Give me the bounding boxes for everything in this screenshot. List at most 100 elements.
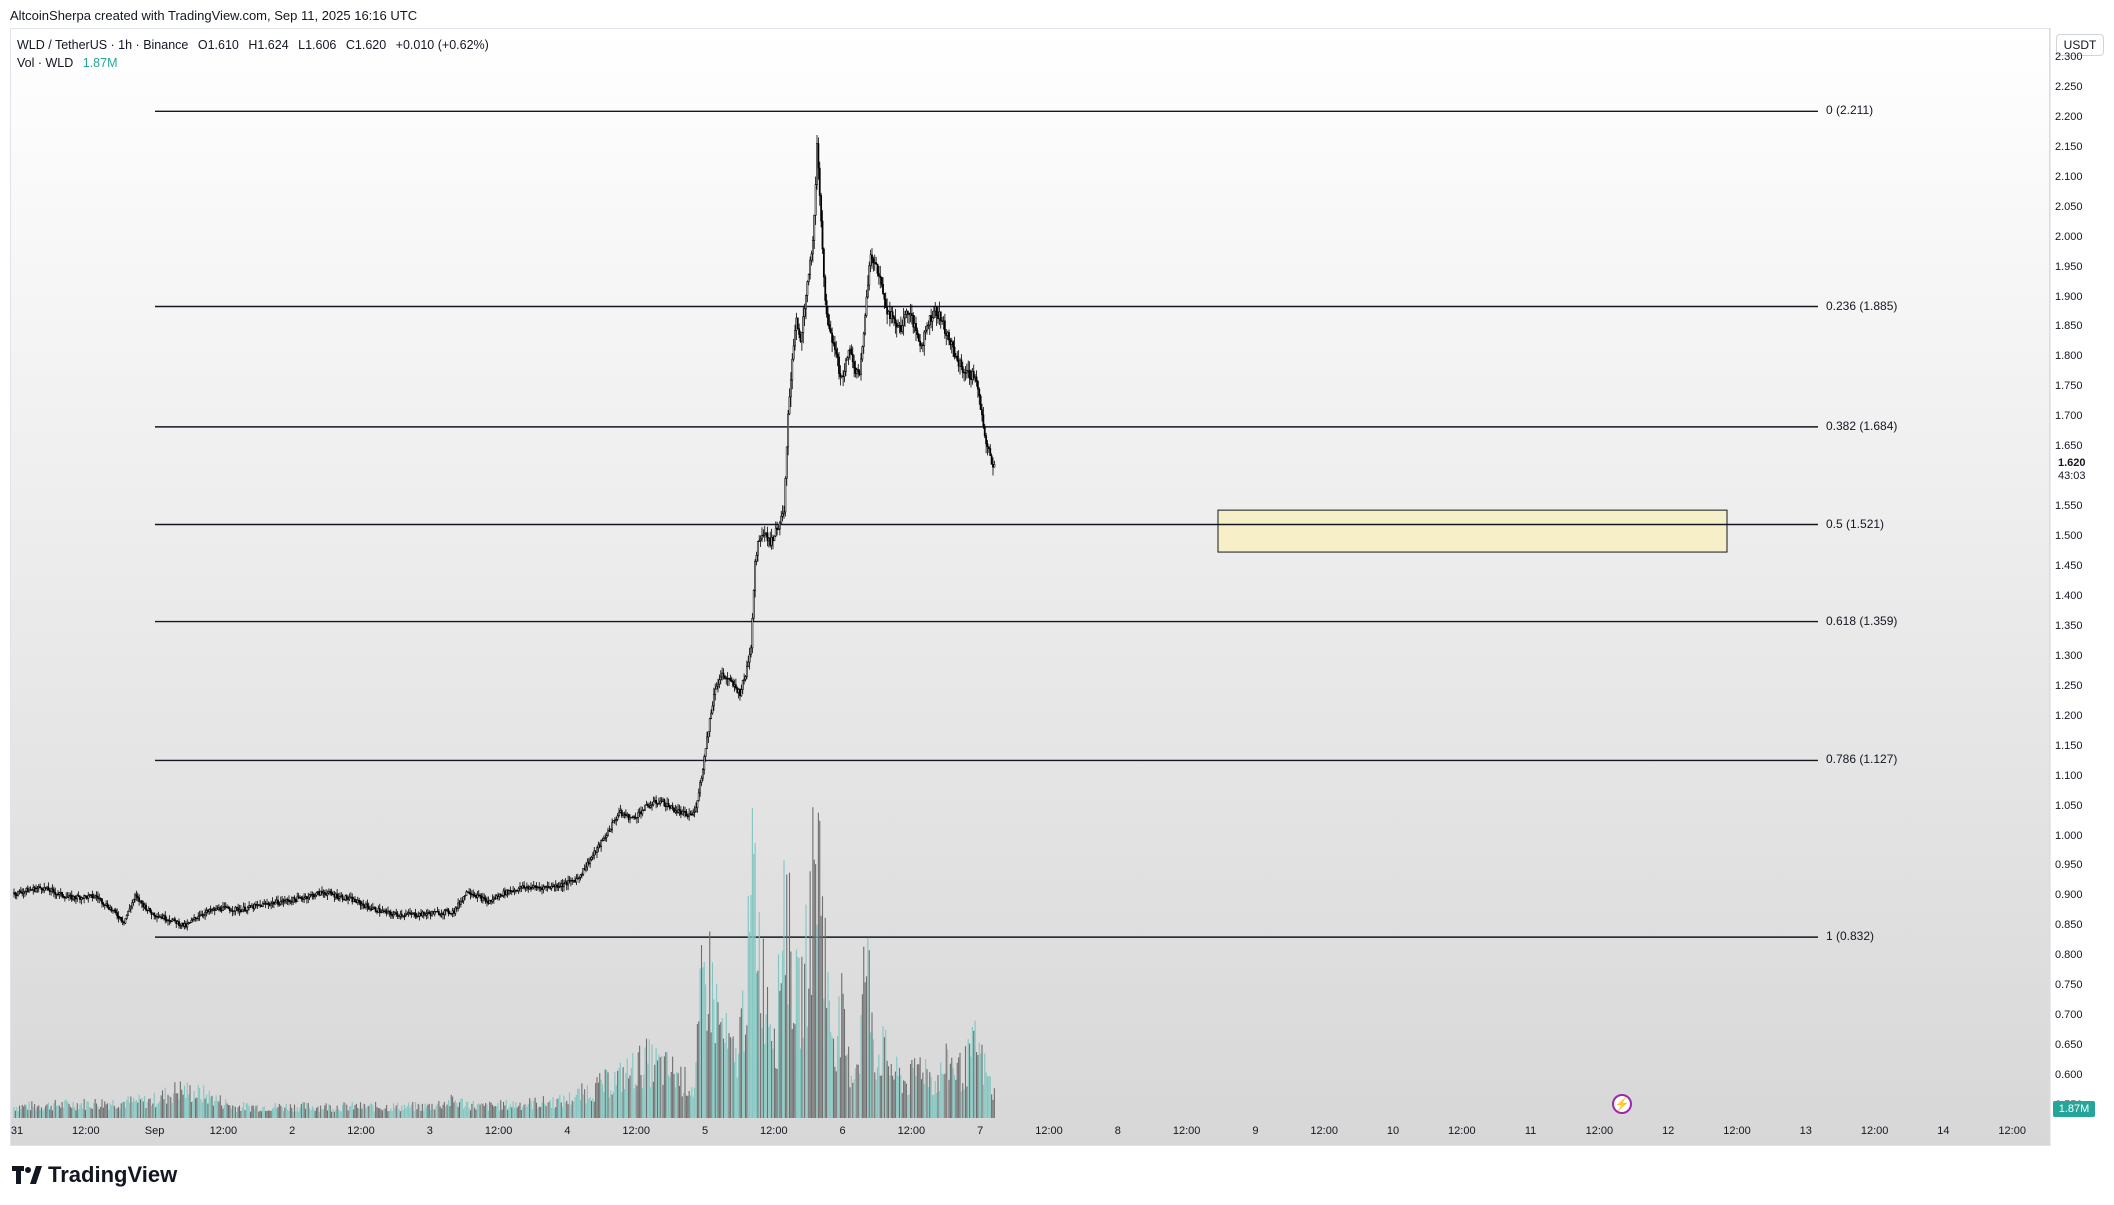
volume-bar (821, 896, 824, 1118)
candle-down (376, 910, 378, 913)
volume-bar (549, 1100, 551, 1118)
volume-bar (717, 1002, 719, 1118)
legend-volume-label[interactable]: Vol · WLD (17, 56, 74, 70)
lightning-icon[interactable]: ⚡ (1612, 1094, 1632, 1114)
candle-down (19, 890, 22, 893)
volume-bar (89, 1107, 91, 1118)
volume-bar (387, 1111, 389, 1118)
volume-bar (463, 1108, 465, 1118)
candle-down (101, 898, 103, 904)
volume-bar (508, 1107, 510, 1118)
candle-down (516, 890, 519, 892)
volume-bar (186, 1082, 188, 1118)
volume-bar (170, 1097, 172, 1118)
candle-up (457, 902, 460, 909)
volume-bar (890, 1063, 892, 1118)
candle-down (941, 320, 944, 322)
candle-up (653, 799, 656, 803)
volume-bar (479, 1104, 481, 1118)
candle-down (178, 921, 180, 926)
volume-bar (475, 1109, 477, 1118)
candle-up (285, 899, 288, 902)
currency-selector[interactable]: USDT (2056, 34, 2104, 56)
volume-bar (648, 1039, 650, 1118)
legend-symbol[interactable]: WLD / TetherUS · 1h · Binance (17, 38, 189, 52)
volume-bar (193, 1091, 195, 1118)
candle-up (638, 811, 641, 814)
candle-up (256, 904, 259, 906)
volume-bar (812, 807, 814, 1118)
tradingview-brand-text: TradingView (48, 1162, 178, 1187)
volume-bar (221, 1105, 223, 1118)
volume-bar (36, 1106, 38, 1118)
volume-bar (406, 1106, 408, 1118)
volume-bar (124, 1107, 126, 1118)
volume-bar (438, 1101, 440, 1118)
candle-down (503, 890, 506, 896)
time-tick-label: 12:00 (72, 1125, 100, 1137)
candle-up (131, 902, 134, 908)
candle-down (15, 894, 18, 896)
volume-bar (251, 1105, 253, 1118)
volume-bar (190, 1102, 192, 1118)
volume-bar (940, 1062, 942, 1118)
volume-bar (919, 1057, 921, 1118)
candle-down (822, 248, 825, 278)
candle-up (873, 262, 876, 264)
candle-down (675, 810, 678, 813)
candle-down (290, 900, 293, 903)
candle-up (241, 909, 244, 913)
candle-up (864, 315, 867, 334)
candle-up (791, 358, 794, 381)
volume-bar (379, 1108, 381, 1118)
time-tick-label: 31 (10, 1125, 24, 1137)
volume-bar (782, 950, 784, 1118)
candle-down (323, 892, 326, 895)
price-tick-label: 1.200 (2055, 709, 2083, 722)
candle-down (268, 904, 271, 906)
volume-bar (538, 1106, 540, 1118)
candle-up (517, 888, 520, 892)
candle-down (943, 320, 946, 334)
chart-area[interactable] (10, 28, 2050, 1146)
candle-up (708, 718, 711, 733)
volume-bar (108, 1109, 110, 1118)
volume-bar (340, 1111, 342, 1118)
candle-up (814, 184, 817, 216)
candle-up (46, 886, 48, 889)
volume-bar (562, 1107, 564, 1118)
time-tick-label: 12:00 (484, 1125, 513, 1137)
candle-up (959, 359, 961, 367)
volume-bar (916, 1064, 918, 1118)
candle-down (165, 919, 168, 922)
volume-bar (542, 1096, 544, 1118)
candle-down (527, 886, 530, 890)
volume-bar (439, 1106, 441, 1118)
volume-bar (820, 915, 822, 1118)
candle-up (444, 909, 447, 912)
candle-up (699, 782, 702, 794)
volume-bar (223, 1104, 225, 1118)
volume-bar (34, 1104, 36, 1118)
volume-bar (553, 1108, 555, 1118)
volume-bar (628, 1078, 630, 1118)
candle-down (667, 803, 670, 808)
volume-bar (490, 1102, 492, 1118)
candle-down (766, 532, 769, 542)
candle-up (700, 777, 703, 783)
candle-down (14, 892, 17, 896)
candle-down (487, 900, 490, 904)
volume-bar (270, 1110, 272, 1118)
candle-up (609, 828, 612, 832)
candle-down (41, 889, 44, 891)
volume-bar (736, 1077, 738, 1118)
candle-down (663, 799, 666, 807)
volume-bar (696, 1024, 698, 1118)
candle-down (957, 360, 960, 367)
volume-bar (909, 1064, 912, 1118)
volume-bar (43, 1108, 45, 1118)
volume-bar (262, 1106, 264, 1118)
candle-down (534, 885, 537, 887)
top-bar: AltcoinSherpa created with TradingView.c… (0, 0, 2114, 28)
